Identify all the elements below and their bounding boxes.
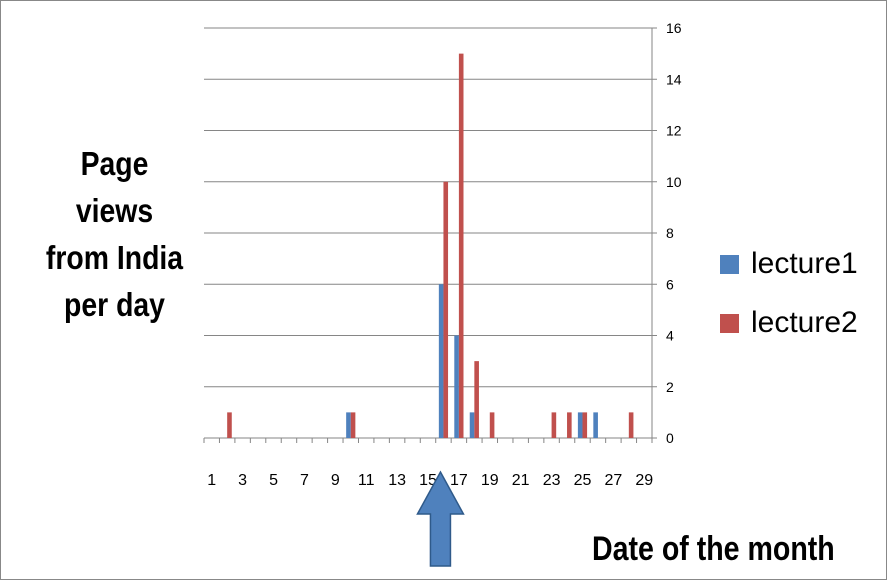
y-tick-label: 4 xyxy=(666,328,674,344)
legend: lecture1 lecture2 xyxy=(720,244,858,362)
legend-swatch-lecture1 xyxy=(720,254,739,274)
x-tick-label: 7 xyxy=(300,472,309,489)
bar-lecture2-day-19 xyxy=(489,412,495,438)
y-axis-label: Page views from India per day xyxy=(35,140,194,328)
y-tick-label: 2 xyxy=(666,379,674,395)
bar-lecture2-day-23 xyxy=(551,412,557,438)
y-axis-label-line-1: Page xyxy=(80,145,149,182)
y-tick-label: 10 xyxy=(666,174,682,190)
bar-lecture1-day-17 xyxy=(454,335,459,438)
legend-swatch-lecture2 xyxy=(720,313,739,333)
x-axis-label: Date of the month xyxy=(592,530,835,568)
x-tick-label: 13 xyxy=(388,472,406,489)
x-tick-label: 15 xyxy=(419,472,437,489)
bar-lecture1-day-26 xyxy=(593,412,598,438)
x-tick-label: 29 xyxy=(635,472,653,489)
bar-lecture2-day-28 xyxy=(628,412,634,438)
bar-lecture2-day-25 xyxy=(582,412,588,438)
x-tick-label: 1 xyxy=(207,472,216,489)
bar-lecture2-day-17 xyxy=(458,53,464,438)
bar-lecture2-day-10 xyxy=(350,412,356,438)
bar-lecture1-day-10 xyxy=(346,412,351,438)
x-tick-label: 27 xyxy=(604,472,622,489)
legend-item-lecture1: lecture1 xyxy=(720,244,858,284)
y-tick-label: 8 xyxy=(666,225,674,241)
bar-lecture1-day-16 xyxy=(438,284,444,438)
legend-item-lecture2: lecture2 xyxy=(720,303,858,343)
bar-lecture1-day-18 xyxy=(469,412,475,438)
y-tick-label: 0 xyxy=(666,430,674,446)
x-tick-label: 21 xyxy=(512,472,530,489)
x-tick-label: 25 xyxy=(574,472,592,489)
bar-lecture1-day-25 xyxy=(577,412,583,438)
x-tick-label: 23 xyxy=(543,472,561,489)
bar-lecture2-day-16 xyxy=(443,181,449,438)
bar-lecture2-day-2 xyxy=(227,412,232,438)
legend-label-lecture1: lecture1 xyxy=(751,247,858,280)
x-tick-label: 11 xyxy=(358,472,375,489)
y-tick-label: 6 xyxy=(666,276,674,292)
x-tick-label: 9 xyxy=(331,472,340,489)
y-tick-label: 16 xyxy=(666,20,682,36)
legend-label-lecture2: lecture2 xyxy=(751,306,858,339)
annotation-arrow xyxy=(416,470,465,567)
y-tick-label: 12 xyxy=(666,123,682,139)
x-tick-label: 19 xyxy=(481,472,499,489)
bar-lecture2-day-24 xyxy=(567,412,572,438)
y-axis-label-line-2: views xyxy=(75,192,154,229)
y-axis-label-line-4: per day xyxy=(64,286,165,323)
x-tick-label: 17 xyxy=(450,472,468,489)
bar-lecture2-day-18 xyxy=(474,361,479,438)
x-tick-label: 3 xyxy=(238,472,247,489)
x-tick-label: 5 xyxy=(269,472,278,489)
y-axis-label-line-3: from India xyxy=(45,239,184,276)
y-tick-label: 14 xyxy=(666,71,682,87)
